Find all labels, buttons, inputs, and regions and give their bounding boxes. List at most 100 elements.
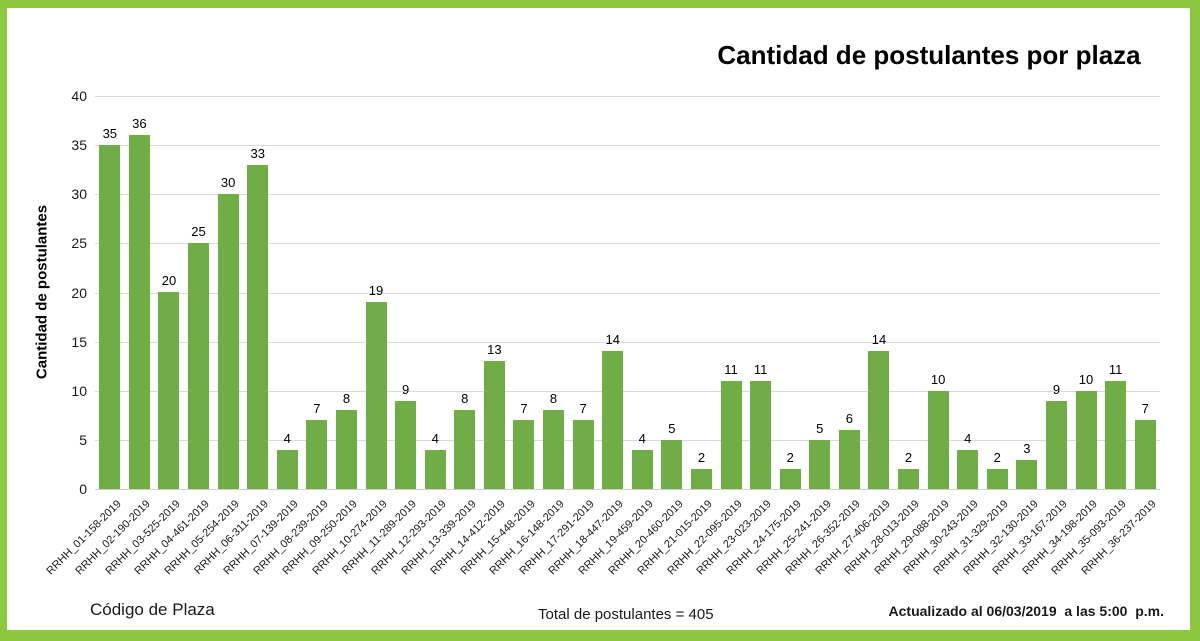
bar [1045, 401, 1067, 489]
bar [750, 381, 772, 489]
bar [483, 361, 505, 489]
bar-value-label: 7 [520, 401, 528, 416]
y-tick-label: 0 [79, 481, 87, 497]
bar-value-label: 8 [549, 391, 558, 406]
chart-title: Cantidad de postulantes por plaza [717, 40, 1141, 70]
y-tick-label: 5 [79, 431, 87, 448]
total-postulantes-label: Total de postulantes = 405 [538, 606, 714, 623]
gridline [95, 243, 1160, 245]
bar [602, 351, 624, 489]
gridline [95, 145, 1160, 147]
bar-value-label: 3 [1023, 441, 1031, 456]
bar [690, 469, 712, 489]
y-tick-label: 20 [71, 284, 87, 301]
bar-value-label: 20 [161, 273, 177, 288]
plot-area: 0 5 10 15 20 25 30 35 40 35 36 20 25 30 33 4 7 8 19 9 4 8 13 7… [44, 89, 1160, 577]
bar-value-label: 2 [993, 450, 1001, 465]
bar-value-label: 5 [816, 421, 824, 436]
bar [809, 440, 831, 489]
bar-value-label: 35 [102, 126, 118, 141]
bar [898, 469, 920, 489]
bar [838, 430, 860, 489]
bar [335, 410, 357, 489]
bar-value-label: 11 [753, 362, 768, 377]
gridline [95, 439, 1160, 441]
bar-value-label: 2 [786, 450, 794, 465]
gridline [95, 341, 1160, 343]
bar-value-label: 30 [220, 175, 236, 190]
bar-value-label: 2 [904, 450, 913, 465]
bar [631, 450, 653, 489]
gridline [95, 292, 1160, 294]
y-tick-label: 10 [71, 382, 87, 399]
y-tick-label: 25 [71, 235, 87, 252]
bar [779, 469, 801, 489]
y-tick-label: 15 [71, 333, 87, 350]
updated-timestamp-label: Actualizado al 06/03/2019 a las 5:00 p.m… [888, 603, 1164, 619]
bar-value-label: 8 [461, 391, 469, 406]
bar-value-label: 10 [930, 372, 946, 387]
bar [957, 450, 979, 489]
bar [868, 351, 890, 489]
bar-value-label: 4 [431, 431, 439, 446]
bar-value-label: 14 [871, 332, 887, 347]
bar [99, 145, 121, 489]
bar-value-label: 9 [402, 382, 410, 397]
frame-border-left [0, 0, 7, 641]
bar-value-label: 4 [283, 431, 291, 446]
bar [188, 243, 210, 489]
bar-value-label: 4 [964, 431, 972, 446]
bar [217, 194, 239, 489]
bar [1075, 391, 1097, 489]
bar-value-label: 11 [724, 362, 738, 377]
bar-value-label: 36 [132, 116, 147, 131]
bar-value-label: 19 [368, 283, 384, 298]
frame-border-right [1190, 0, 1200, 641]
bar [661, 440, 683, 489]
bar [454, 410, 476, 489]
bar-value-label: 8 [342, 391, 351, 406]
bar [158, 292, 180, 489]
bar [927, 391, 949, 489]
y-tick-label: 35 [71, 137, 87, 154]
bar-value-label: 10 [1078, 372, 1094, 387]
y-tick-label: 40 [71, 88, 87, 104]
y-tick-label: 30 [71, 186, 87, 203]
bar [513, 420, 535, 489]
bar-value-label: 14 [605, 332, 620, 347]
bar [247, 165, 269, 489]
bar-value-label: 7 [313, 401, 321, 416]
gridline [95, 390, 1160, 392]
gridline [95, 96, 1160, 97]
y-axis-title: Cantidad de postulantes [33, 204, 51, 380]
bar-value-label: 33 [250, 146, 265, 161]
bar [572, 420, 594, 489]
bar [276, 450, 298, 489]
bar [986, 469, 1008, 489]
bar [1016, 460, 1038, 489]
bar-value-label: 25 [191, 224, 206, 239]
x-axis-line [95, 489, 1160, 490]
x-axis-title: Código de Plaza [90, 600, 215, 619]
frame-border-bottom [0, 630, 1200, 641]
bar [306, 420, 328, 489]
bar-value-label: 7 [1141, 401, 1149, 416]
bar [1105, 381, 1127, 489]
bar-value-label: 9 [1052, 382, 1061, 397]
bar [395, 401, 417, 489]
bar [424, 450, 446, 489]
bar [1134, 420, 1156, 489]
frame-border-top [0, 0, 1200, 8]
bar-value-label: 6 [845, 411, 853, 426]
bar [543, 410, 565, 489]
bar-value-label: 5 [668, 421, 676, 436]
bar [720, 381, 742, 489]
bar-value-label: 2 [697, 450, 706, 465]
bar-value-label: 11 [1108, 362, 1123, 377]
bar [128, 135, 150, 489]
gridline [95, 194, 1160, 196]
bar-value-label: 4 [638, 431, 646, 446]
bar [365, 302, 387, 489]
bar-value-label: 7 [579, 401, 587, 416]
